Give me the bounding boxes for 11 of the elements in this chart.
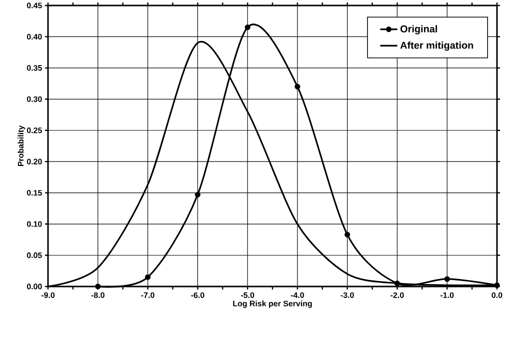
point bbox=[244, 24, 250, 30]
legend-label: After mitigation bbox=[400, 41, 474, 51]
point bbox=[444, 276, 450, 282]
point bbox=[294, 84, 300, 90]
point bbox=[394, 280, 400, 286]
point bbox=[494, 282, 500, 288]
point bbox=[95, 283, 101, 290]
legend-label: Original bbox=[400, 24, 437, 34]
point bbox=[144, 274, 151, 280]
point bbox=[194, 192, 200, 198]
point bbox=[344, 232, 350, 238]
